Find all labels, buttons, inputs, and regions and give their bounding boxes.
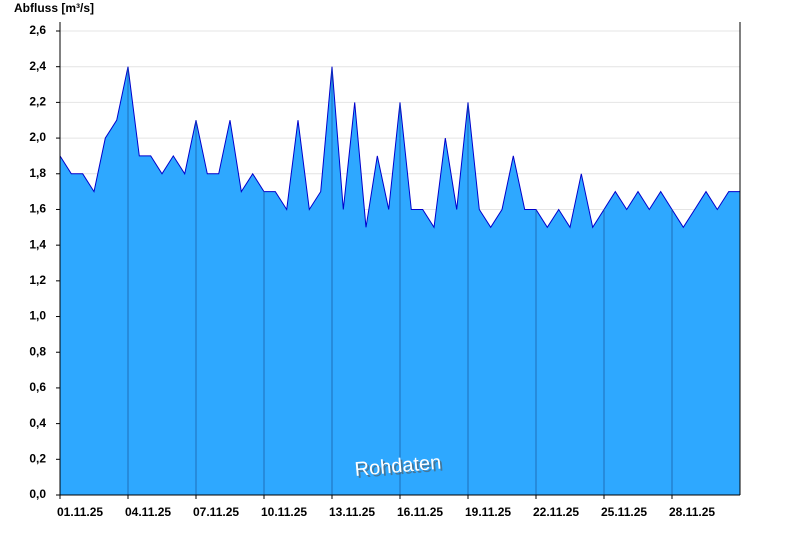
y-tick-label: 2,0 — [29, 130, 46, 144]
y-tick-label: 1,4 — [29, 237, 46, 251]
y-tick-label: 2,6 — [29, 23, 46, 37]
y-tick-label: 1,0 — [29, 309, 46, 323]
y-tick-label: 2,2 — [29, 95, 46, 109]
x-tick-label: 04.11.25 — [125, 505, 171, 519]
y-tick-label: 0,0 — [29, 487, 46, 501]
x-tick-label: 13.11.25 — [329, 505, 375, 519]
y-tick-label: 0,6 — [29, 380, 46, 394]
chart-title: Abfluss [m³/s] — [14, 1, 94, 15]
y-tick-label: 0,2 — [29, 451, 46, 465]
x-tick-label: 07.11.25 — [193, 505, 239, 519]
x-tick-label: 10.11.25 — [261, 505, 307, 519]
y-tick-label: 1,6 — [29, 202, 46, 216]
y-tick-label: 0,8 — [29, 344, 46, 358]
y-tick-label: 1,2 — [29, 273, 46, 287]
x-tick-label: 28.11.25 — [669, 505, 715, 519]
x-tick-label: 19.11.25 — [465, 505, 511, 519]
x-tick-label: 25.11.25 — [601, 505, 647, 519]
x-tick-label: 22.11.25 — [533, 505, 579, 519]
x-tick-label: 16.11.25 — [397, 505, 443, 519]
x-tick-label: 01.11.25 — [57, 505, 103, 519]
y-tick-label: 0,4 — [29, 416, 46, 430]
y-tick-label: 1,8 — [29, 166, 46, 180]
y-tick-label: 2,4 — [29, 59, 46, 73]
